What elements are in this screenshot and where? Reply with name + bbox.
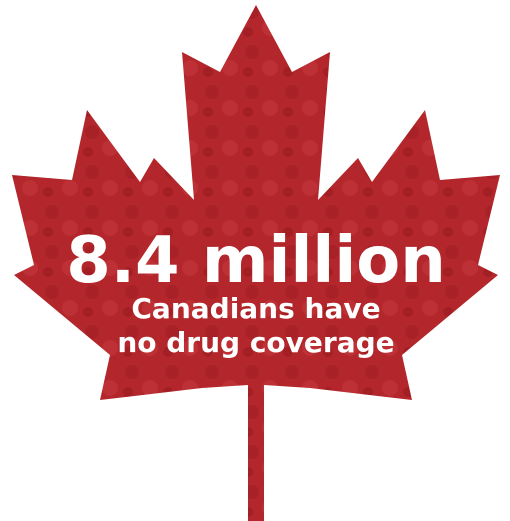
maple-leaf <box>12 5 500 521</box>
subtext-line: no drug coverage <box>117 326 394 359</box>
subtext-line: Canadians have <box>131 292 380 325</box>
headline: 8.4 million <box>66 224 446 298</box>
